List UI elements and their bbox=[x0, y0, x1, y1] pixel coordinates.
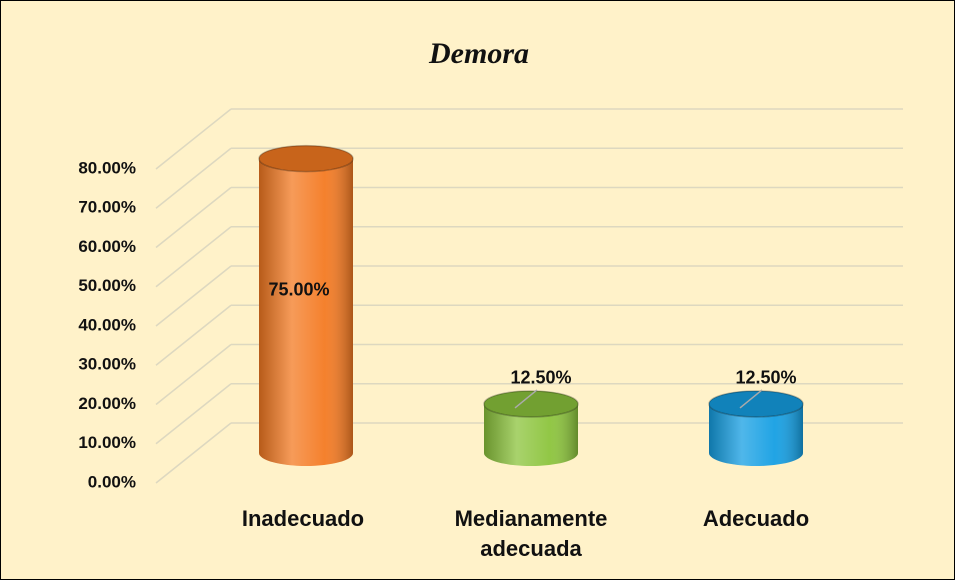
grid-line bbox=[155, 108, 232, 170]
value-label: 12.50% bbox=[735, 368, 796, 388]
value-label: 12.50% bbox=[510, 368, 571, 388]
bar-shade bbox=[259, 158, 353, 466]
grid-line bbox=[155, 304, 232, 366]
grid-line bbox=[155, 226, 232, 288]
x-tick-label: Medianamente adecuada bbox=[454, 506, 608, 561]
bar-top-shade bbox=[484, 390, 578, 417]
y-tick-label: 0.00% bbox=[88, 472, 136, 491]
x-tick-label: Inadecuado bbox=[241, 506, 365, 531]
bar-shade bbox=[484, 403, 578, 466]
value-label: 75.00% bbox=[268, 280, 329, 300]
grid-line bbox=[155, 265, 232, 327]
bar-top bbox=[708, 390, 804, 418]
x-tick-label: Adecuado bbox=[702, 506, 810, 531]
y-tick-label: 50.00% bbox=[78, 276, 136, 295]
bar-shade bbox=[709, 403, 803, 466]
y-tick-label: 60.00% bbox=[78, 237, 136, 256]
y-tick-label: 30.00% bbox=[78, 355, 136, 374]
y-tick-label: 40.00% bbox=[78, 315, 136, 334]
y-tick-label: 10.00% bbox=[78, 433, 136, 452]
bar-top bbox=[258, 144, 354, 173]
chart-title: Demora bbox=[428, 37, 529, 70]
grid-line bbox=[155, 383, 232, 445]
grid-line bbox=[155, 343, 232, 406]
y-tick-label: 80.00% bbox=[78, 158, 136, 177]
bar-top bbox=[483, 390, 579, 418]
grid-line bbox=[155, 422, 232, 484]
bar-top-shade bbox=[259, 145, 353, 172]
label-leader bbox=[739, 389, 763, 409]
grid-line bbox=[155, 186, 232, 249]
grid-line bbox=[155, 147, 232, 209]
y-tick-label: 20.00% bbox=[78, 394, 136, 413]
label-leader bbox=[514, 389, 538, 409]
y-tick-label: 70.00% bbox=[78, 198, 136, 217]
bar-top-shade bbox=[709, 390, 803, 417]
